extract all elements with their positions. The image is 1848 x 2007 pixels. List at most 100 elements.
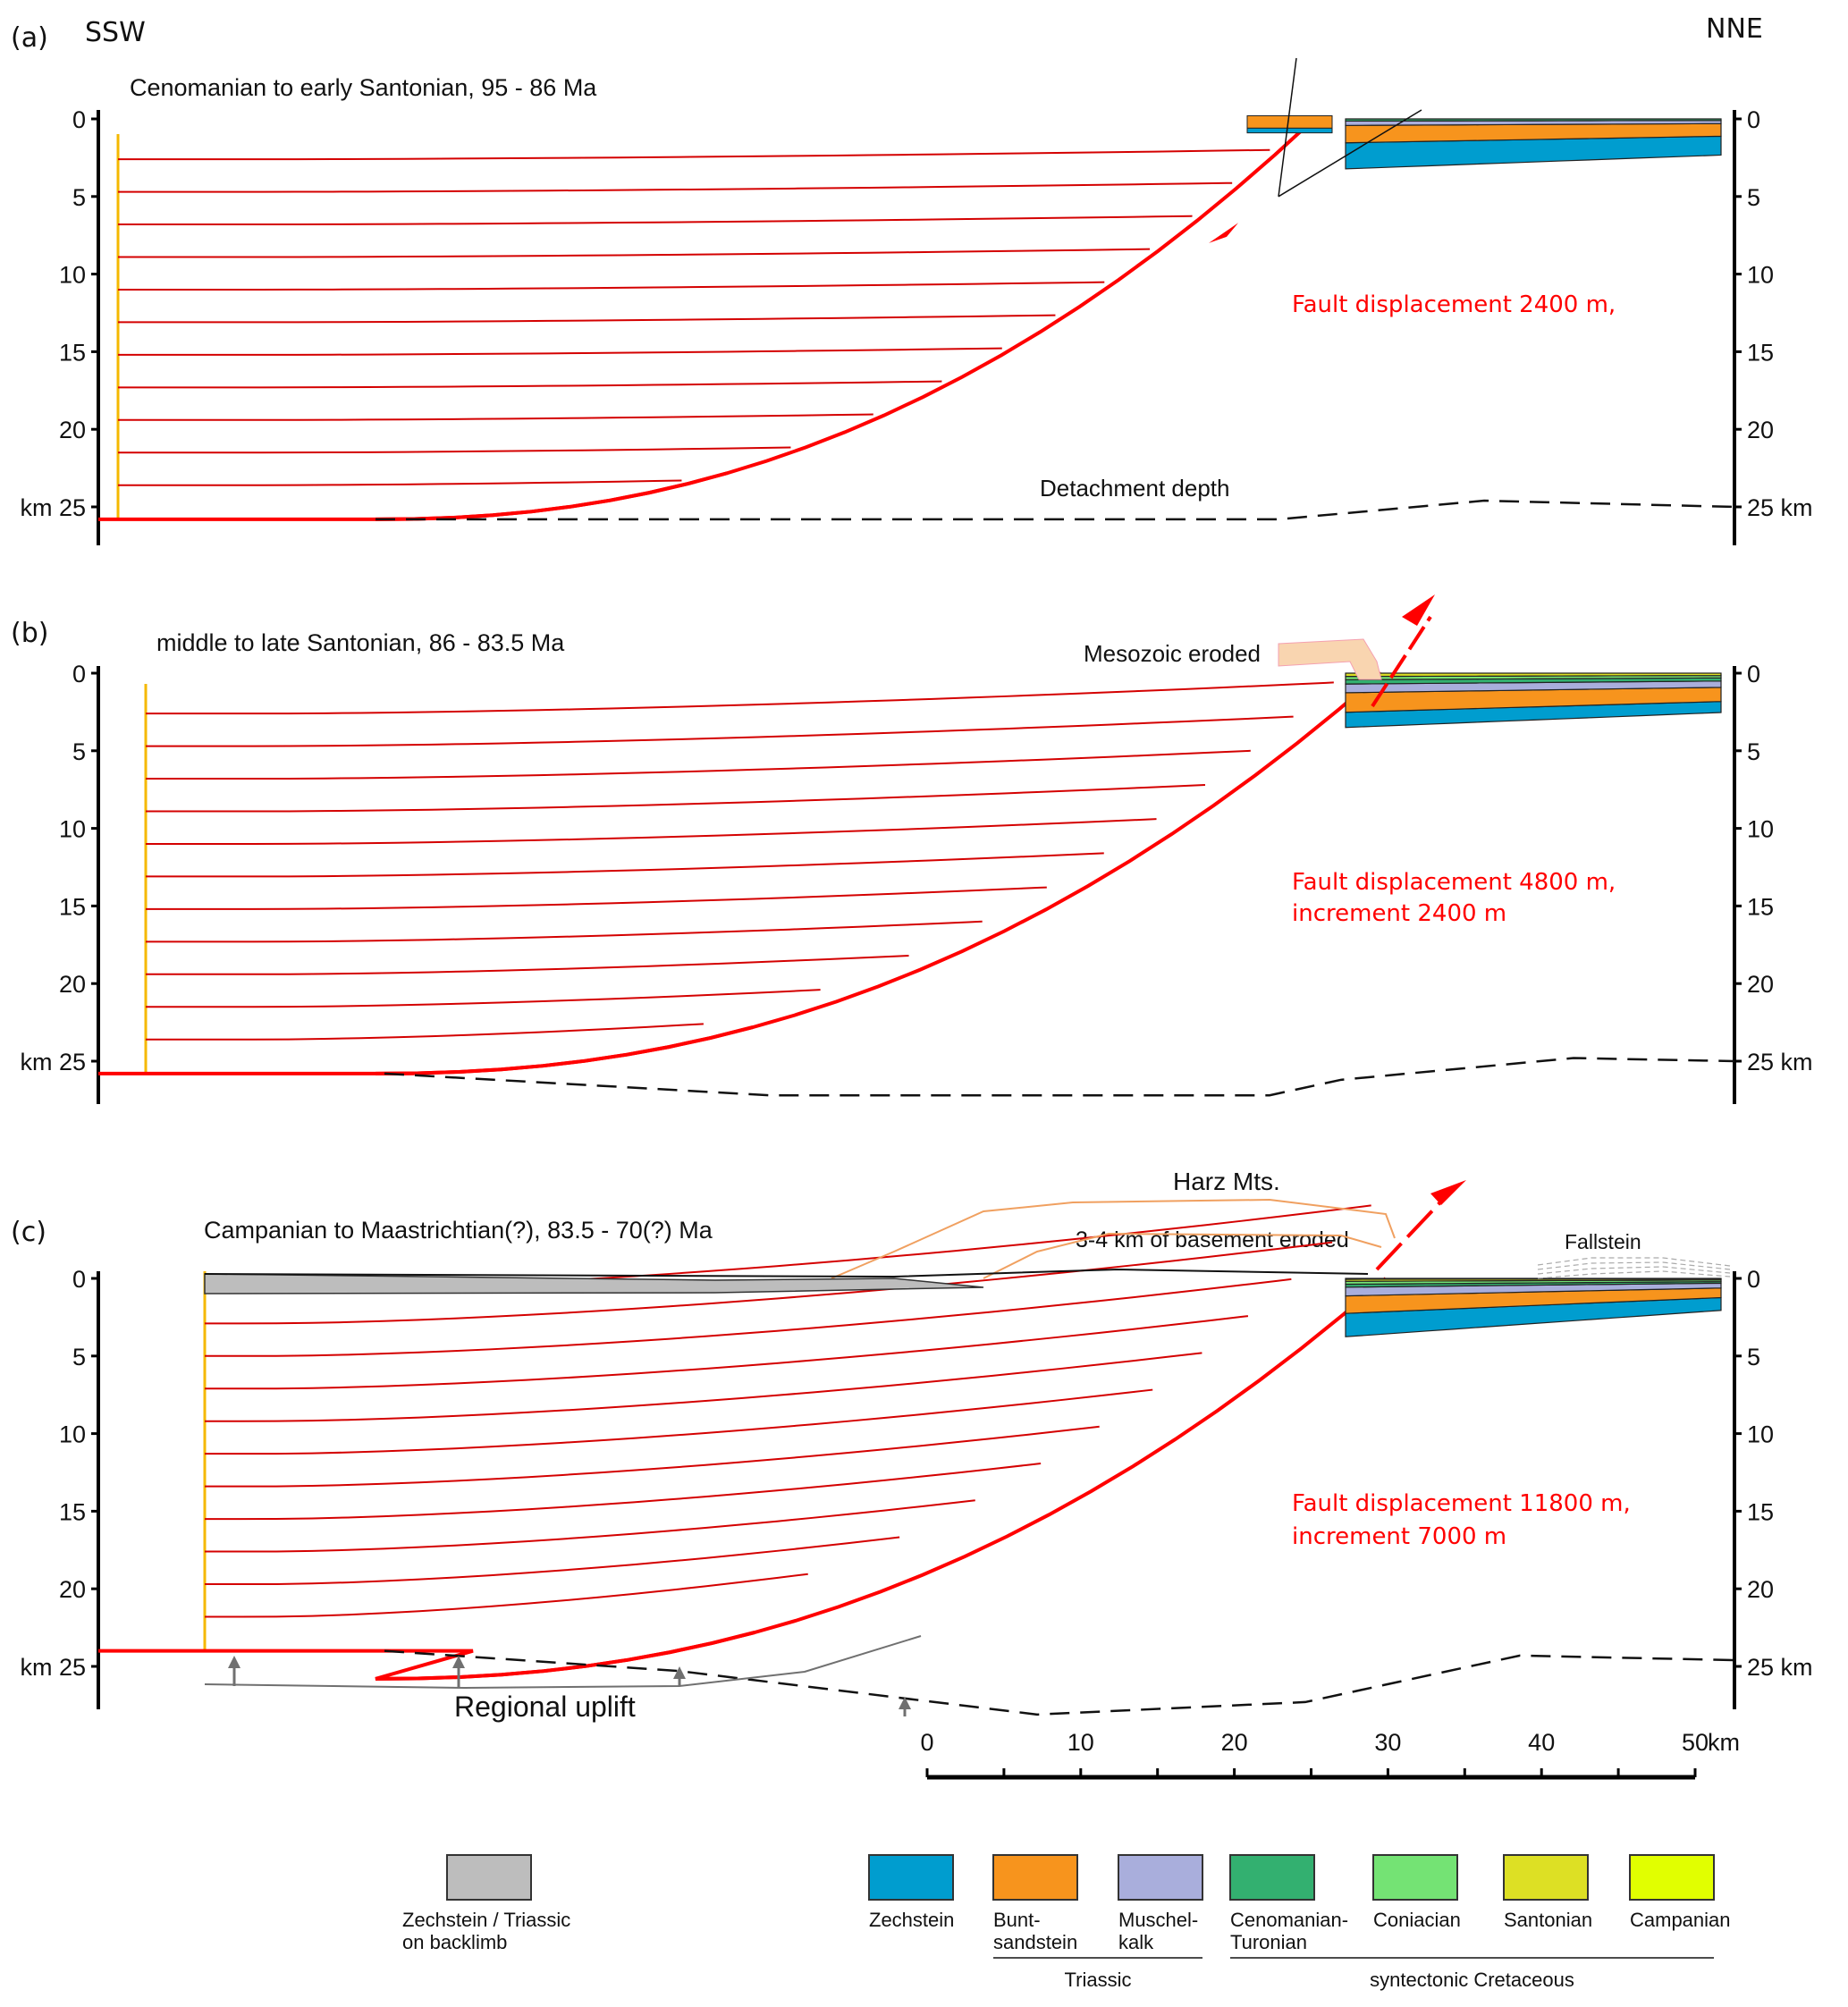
depth-tick-label: 5 xyxy=(72,184,86,211)
depth-tick-label: 15 xyxy=(1747,1498,1774,1525)
fault-line xyxy=(375,1277,1388,1681)
stratum-zechstein xyxy=(1246,127,1333,134)
legend-swatch-campanian xyxy=(1629,1854,1715,1901)
depth-tick-label: 20 xyxy=(1747,417,1774,443)
horizon-line xyxy=(118,380,942,389)
eroded-strata-outline xyxy=(1537,1266,1731,1275)
fault-projection xyxy=(1371,615,1432,708)
depth-tick-label: 15 xyxy=(59,339,86,366)
legend-swatch-coniacian xyxy=(1372,1854,1458,1901)
scale-bar-unit: km xyxy=(1708,1729,1740,1756)
horizon-line xyxy=(205,1425,1100,1488)
fault-arrow-icon xyxy=(1209,223,1238,243)
horizon-line xyxy=(205,1463,1042,1521)
panel-title: Cenomanian to early Santonian, 95 - 86 M… xyxy=(130,74,597,101)
depth-tick-label: 20 xyxy=(59,971,86,998)
detachment-depth-line xyxy=(376,499,1735,521)
scale-bar-label: 10 xyxy=(1067,1729,1094,1756)
depth-tick-label: 5 xyxy=(1747,184,1760,211)
horizon-line xyxy=(118,479,682,486)
horizon-line xyxy=(205,1315,1249,1390)
fault-arrow-icon xyxy=(1430,1180,1466,1205)
depth-tick-label: 10 xyxy=(59,262,86,289)
depth-tick-label: 15 xyxy=(1747,893,1774,920)
depth-tick-label: 20 xyxy=(1747,971,1774,998)
legend-swatch-backlimb xyxy=(446,1854,532,1901)
legend-label: Coniacian xyxy=(1373,1909,1461,1931)
depth-tick-label: 0 xyxy=(1747,106,1760,133)
depth-tick-label: 5 xyxy=(1747,1344,1760,1370)
depth-tick-label: 0 xyxy=(72,1266,86,1293)
horizon-line xyxy=(146,989,821,1008)
eroded-strata-outline xyxy=(1537,1261,1731,1270)
legend-label: Turonian xyxy=(1230,1931,1307,1953)
panel-c: (c) Campanian to Maastrichtian(?), 83.5 … xyxy=(11,1168,1813,1723)
fault-displacement-label: Fault displacement 4800 m, xyxy=(1292,869,1616,896)
horizon-line xyxy=(205,1573,808,1618)
depth-tick-label: 25 km xyxy=(1747,1654,1813,1681)
horizon-line xyxy=(118,181,1233,193)
fault-line xyxy=(375,117,1316,521)
stratum-santonian xyxy=(1345,672,1722,678)
horizon-line xyxy=(146,920,983,943)
legend-label: Zechstein / Triassic xyxy=(402,1909,570,1931)
detachment-depth-line xyxy=(384,1649,1735,1716)
legend-label: Muschel- xyxy=(1118,1909,1198,1931)
basement-eroded-label: 3-4 km of basement eroded xyxy=(1076,1227,1349,1252)
depth-tick-label: 0 xyxy=(72,106,86,133)
horizon-line xyxy=(118,248,1151,258)
uplift-arrow-icon xyxy=(452,1656,465,1668)
depth-tick-label: 0 xyxy=(1747,661,1760,687)
legend-swatch-muschelkalk xyxy=(1118,1854,1203,1901)
harz-mountains-label: Harz Mts. xyxy=(1173,1168,1280,1195)
horizon-line xyxy=(205,1278,1292,1357)
eroded-mesozoic-block xyxy=(1278,638,1382,680)
backlimb-strata xyxy=(204,1273,984,1294)
uplift-arrow-icon xyxy=(673,1666,686,1679)
legend-label: kalk xyxy=(1118,1931,1154,1953)
panel-label: (a) xyxy=(11,22,48,54)
legend-label: Zechstein xyxy=(869,1909,954,1931)
construction-line xyxy=(1278,57,1297,197)
eroded-basement-outline xyxy=(831,1198,1396,1279)
fault-displacement-label: Fault displacement 11800 m, xyxy=(1292,1490,1631,1517)
depth-tick-label: 25 km xyxy=(1747,494,1813,521)
horizon-line xyxy=(146,1023,704,1041)
horizon-line xyxy=(205,1536,900,1585)
horizon-line xyxy=(146,954,909,975)
horizon-line xyxy=(118,314,1056,324)
increment-label: increment 7000 m xyxy=(1292,1523,1506,1550)
eroded-basement-outline xyxy=(983,1232,1382,1279)
depth-tick-label: 0 xyxy=(1747,1266,1760,1293)
direction-left-label: SSW xyxy=(85,17,146,48)
stratum-buntsandstein xyxy=(1246,115,1333,129)
depth-tick-label: km 25 xyxy=(20,494,86,521)
horizon-line xyxy=(205,1499,975,1553)
depth-tick-label: km 25 xyxy=(20,1654,86,1681)
horizon-line xyxy=(118,215,1193,226)
fault-line xyxy=(375,671,1383,1075)
legend-label: Bunt- xyxy=(993,1909,1041,1931)
pre-uplift-line xyxy=(204,1635,922,1690)
legend-label: Campanian xyxy=(1630,1909,1731,1931)
depth-tick-label: 10 xyxy=(59,816,86,843)
stratum-cenomanian_turonian xyxy=(1345,118,1722,122)
legend-group-label: Triassic xyxy=(1065,1969,1132,1991)
legend-swatch-santonian xyxy=(1503,1854,1589,1901)
topography-line xyxy=(204,1268,1369,1278)
depth-tick-label: 10 xyxy=(1747,816,1774,843)
uplift-arrow-icon xyxy=(899,1697,911,1709)
eroded-strata-outline xyxy=(1537,1257,1731,1267)
depth-tick-label: 15 xyxy=(59,1498,86,1525)
depth-tick-label: 20 xyxy=(59,1576,86,1603)
scale-bar-label: 30 xyxy=(1374,1729,1401,1756)
panel-b: (b) middle to late Santonian, 86 - 83.5 … xyxy=(11,595,1813,1104)
depth-tick-label: 25 km xyxy=(1747,1049,1813,1075)
construction-line xyxy=(1278,109,1422,198)
legend-group-label: syntectonic Cretaceous xyxy=(1370,1969,1574,1991)
panel-label: (c) xyxy=(11,1217,46,1248)
horizon-line xyxy=(118,347,1002,356)
